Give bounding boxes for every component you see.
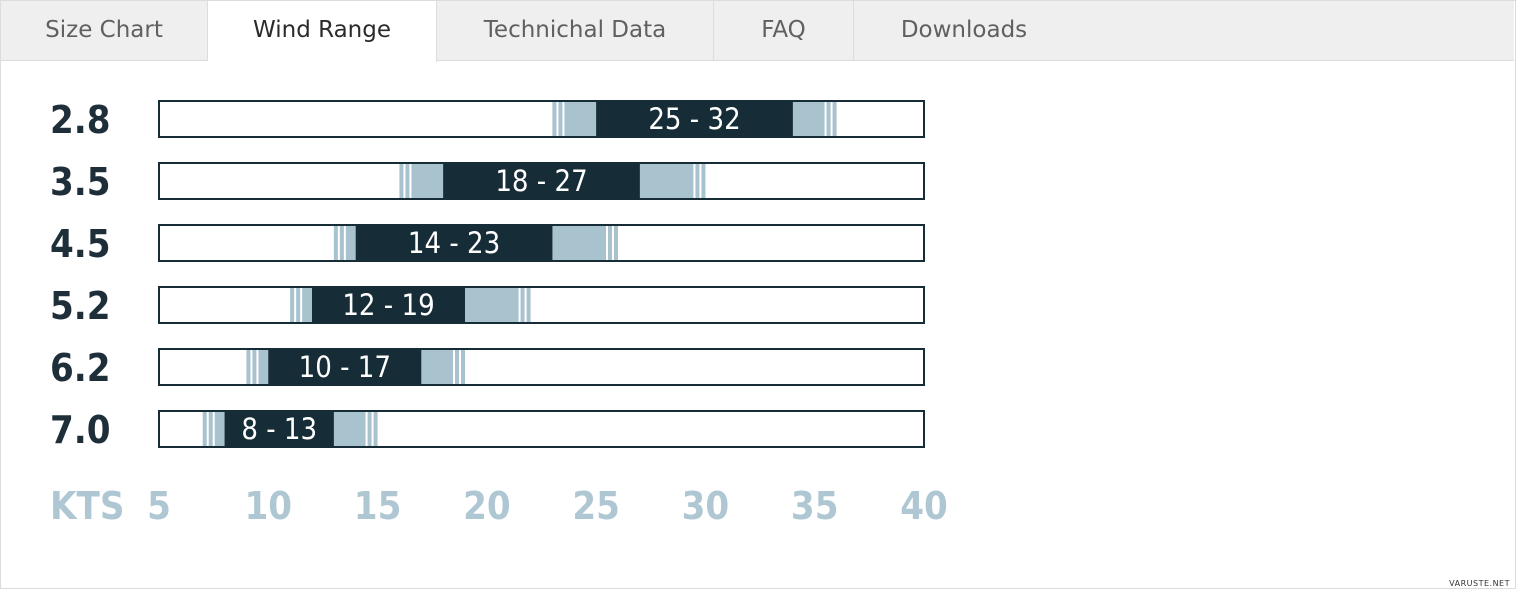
range-stripe <box>612 226 614 260</box>
range-stripe <box>250 350 253 384</box>
size-label: 6.2 <box>50 346 111 390</box>
core-range-segment <box>355 226 553 260</box>
axis-tick-label: 40 <box>900 484 948 521</box>
range-label: 18 - 27 <box>495 164 587 198</box>
range-stripe <box>693 164 696 198</box>
range-label: 10 - 17 <box>299 350 391 384</box>
tab-bar: Size Chart Wind Range Technichal Data FA… <box>1 1 1514 62</box>
range-stripe <box>403 164 406 198</box>
tab-faq[interactable]: FAQ <box>714 1 854 60</box>
range-stripe <box>294 288 297 322</box>
axis-tick-label: 5 <box>147 484 171 521</box>
range-stripe <box>343 226 346 260</box>
tab-size-chart[interactable]: Size Chart <box>1 1 208 60</box>
size-label: 3.5 <box>50 160 111 204</box>
range-stripe <box>206 412 209 446</box>
tab-downloads[interactable]: Downloads <box>900 17 1028 43</box>
range-stripe <box>371 412 374 446</box>
size-label: 5.2 <box>50 284 111 328</box>
range-stripe <box>524 288 527 322</box>
size-label: 4.5 <box>50 222 111 266</box>
axis-tick-label: 30 <box>682 484 730 521</box>
range-label: 14 - 23 <box>408 226 500 260</box>
range-stripe <box>556 102 559 136</box>
axis-unit-label: KTS <box>50 484 124 521</box>
wind-range-panel: 2.8 25 - 32 3.5 18 - 27 4.5 14 - 23 5.2 12 - 19… <box>0 61 1516 589</box>
range-label: 8 - 13 <box>241 412 317 446</box>
size-label: 7.0 <box>50 408 111 452</box>
range-stripe <box>453 350 455 384</box>
axis-tick-label: 25 <box>572 484 620 521</box>
range-stripe <box>830 102 833 136</box>
axis-tick-label: 10 <box>244 484 292 521</box>
range-bar-track <box>158 286 925 324</box>
range-stripe <box>824 102 827 136</box>
range-stripe <box>699 164 702 198</box>
range-stripe <box>518 288 521 322</box>
range-stripe <box>409 164 412 198</box>
tab-technical-data[interactable]: Technichal Data <box>437 1 714 60</box>
axis-tick-label: 20 <box>463 484 511 521</box>
range-stripe <box>606 226 608 260</box>
range-stripe <box>300 288 303 322</box>
range-stripe <box>212 412 215 446</box>
core-range-segment <box>443 164 640 198</box>
core-range-segment <box>312 288 465 322</box>
core-range-segment <box>224 412 334 446</box>
axis-tick-label: 15 <box>354 484 402 521</box>
range-label: 25 - 32 <box>648 102 740 136</box>
range-stripe <box>562 102 565 136</box>
watermark: VARUSTE.NET <box>1449 579 1510 588</box>
range-stripe <box>337 226 340 260</box>
range-stripe <box>459 350 461 384</box>
range-stripe <box>256 350 259 384</box>
range-stripe <box>365 412 368 446</box>
core-range-segment <box>596 102 793 136</box>
core-range-segment <box>268 350 422 384</box>
axis-tick-label: 35 <box>791 484 839 521</box>
tab-wind-range[interactable]: Wind Range <box>208 1 437 62</box>
size-label: 2.8 <box>50 98 111 142</box>
wind-range-chart: 2.8 25 - 32 3.5 18 - 27 4.5 14 - 23 5.2 12 - 19… <box>50 98 948 528</box>
range-label: 12 - 19 <box>342 288 434 322</box>
